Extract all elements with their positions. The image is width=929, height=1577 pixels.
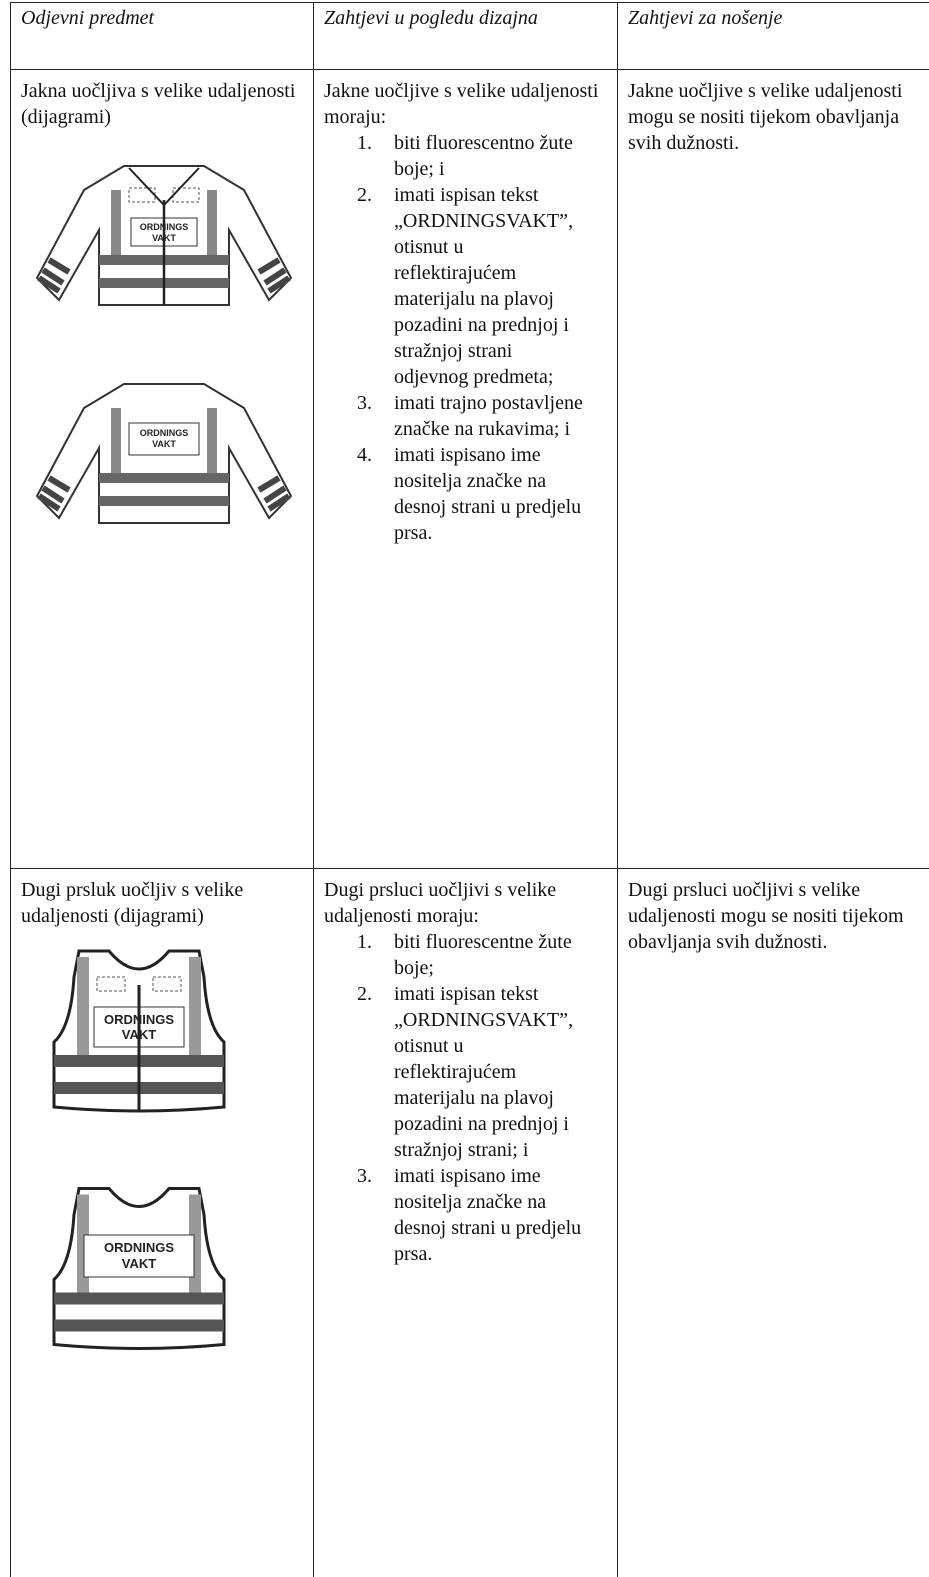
list-item: 4.imati ispisano ime nositelja značke na… xyxy=(324,442,609,546)
design-intro: Dugi prsluci uočljivi s velike udaljenos… xyxy=(324,877,609,929)
header-cell: Zahtjevi za nošenje xyxy=(618,3,929,70)
header-cell: Odjevni predmet xyxy=(11,3,314,70)
vest-back-image: ORDNINGS VAKT xyxy=(39,1177,239,1367)
list-number: 3. xyxy=(324,390,394,442)
row: Dugi prsluk uočljiv s velike udaljenosti… xyxy=(11,869,929,1577)
vest-front-image: ORDNINGS VAKT xyxy=(39,947,239,1122)
list-item: 2.imati ispisan tekst „ORDNINGSVAKT”, ot… xyxy=(324,182,609,390)
list-number: 3. xyxy=(324,1163,394,1267)
jacket-back-image: ORDNINGS VAKT xyxy=(29,368,299,538)
wear-cell: Jakne uočljive s velike udaljenosti mogu… xyxy=(618,70,929,869)
wear-text: Jakne uočljive s velike udaljenosti mogu… xyxy=(628,78,923,156)
item-text: Jakna uočljiva s velike udaljenosti (dij… xyxy=(21,78,305,130)
list-item: 1.biti fluorescentne žute boje; xyxy=(324,929,609,981)
list-item: 3.imati trajno postavljene značke na ruk… xyxy=(324,390,609,442)
list-text: imati ispisano ime nositelja značke na d… xyxy=(394,442,590,546)
header-cell: Zahtjevi u pogledu dizajna xyxy=(314,3,618,70)
list-text: imati ispisan tekst „ORDNINGSVAKT”, otis… xyxy=(394,981,590,1163)
design-cell: Jakne uočljive s velike udaljenosti mora… xyxy=(314,70,618,869)
list-text: biti fluorescentno žute boje; i xyxy=(394,130,590,182)
wear-cell: Dugi prsluci uočljivi s velike udaljenos… xyxy=(618,869,929,1577)
image-label: ORDNINGS xyxy=(104,1240,174,1255)
list-number: 1. xyxy=(324,929,394,981)
design-list: 1.biti fluorescentne žute boje;2.imati i… xyxy=(324,929,609,1267)
list-item: 3.imati ispisano ime nositelja značke na… xyxy=(324,1163,609,1267)
item-text: Dugi prsluk uočljiv s velike udaljenosti… xyxy=(21,877,305,929)
list-number: 2. xyxy=(324,981,394,1163)
list-text: imati ispisano ime nositelja značke na d… xyxy=(394,1163,590,1267)
design-cell: Dugi prsluci uočljivi s velike udaljenos… xyxy=(314,869,618,1577)
design-intro: Jakne uočljive s velike udaljenosti mora… xyxy=(324,78,609,130)
list-text: imati ispisan tekst „ORDNINGSVAKT”, otis… xyxy=(394,182,590,390)
image-label: ORDNINGS xyxy=(140,428,189,438)
list-number: 1. xyxy=(324,130,394,182)
requirements-table: Odjevni predmet Zahtjevi u pogledu dizaj… xyxy=(10,2,929,1577)
list-text: biti fluorescentne žute boje; xyxy=(394,929,590,981)
list-number: 4. xyxy=(324,442,394,546)
image-label: VAKT xyxy=(122,1256,156,1271)
header-row: Odjevni predmet Zahtjevi u pogledu dizaj… xyxy=(11,3,929,70)
item-cell: Jakna uočljiva s velike udaljenosti (dij… xyxy=(11,70,314,869)
wear-text: Dugi prsluci uočljivi s velike udaljenos… xyxy=(628,877,923,955)
jacket-front-image: ORDNINGS VAKT xyxy=(29,160,299,310)
image-label: VAKT xyxy=(152,439,176,449)
row: Jakna uočljiva s velike udaljenosti (dij… xyxy=(11,70,929,869)
list-item: 1.biti fluorescentno žute boje; i xyxy=(324,130,609,182)
list-number: 2. xyxy=(324,182,394,390)
list-text: imati trajno postavljene značke na rukav… xyxy=(394,390,590,442)
item-cell: Dugi prsluk uočljiv s velike udaljenosti… xyxy=(11,869,314,1577)
list-item: 2.imati ispisan tekst „ORDNINGSVAKT”, ot… xyxy=(324,981,609,1163)
